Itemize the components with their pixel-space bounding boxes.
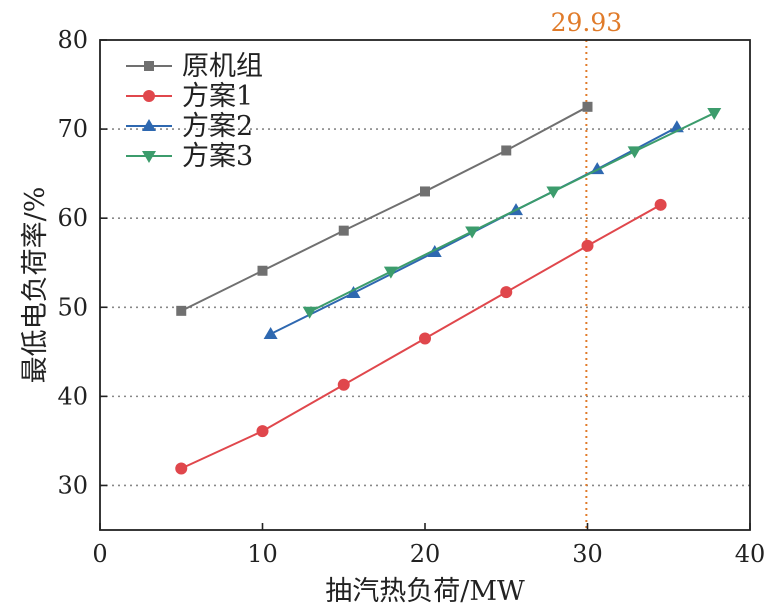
legend-item: 方案1 [126, 81, 253, 112]
data-point [501, 145, 512, 156]
data-point [383, 266, 398, 279]
annotation-layer: 29.93 [551, 8, 623, 530]
data-point [338, 225, 349, 236]
y-axis-label: 最低电负荷率/% [20, 187, 51, 384]
data-point [337, 378, 350, 391]
series-line [180, 105, 588, 312]
data-point [175, 462, 188, 475]
data-point [707, 108, 722, 121]
legend-marker [143, 90, 155, 102]
legend-item: 方案2 [126, 111, 253, 142]
data-point [346, 286, 361, 299]
series-1 [176, 101, 593, 316]
y-tick-label: 30 [57, 471, 88, 499]
data-point [654, 198, 667, 211]
legend-marker [144, 61, 154, 71]
data-point [420, 186, 430, 197]
legend-marker [142, 151, 156, 163]
data-point [582, 101, 593, 112]
reference-line-label: 29.93 [551, 8, 623, 37]
series-line [309, 112, 715, 313]
grid-layer [100, 128, 750, 487]
data-point [263, 327, 278, 339]
x-tick-label: 40 [735, 540, 766, 568]
data-point [257, 265, 268, 276]
tick-layer: 0 10 20 30 40 30 40 50 60 70 80 [57, 26, 765, 568]
data-point [176, 305, 187, 316]
legend-label: 方案2 [182, 111, 253, 142]
data-point [546, 186, 561, 199]
data-point [627, 146, 642, 159]
y-tick-label: 70 [57, 115, 88, 143]
x-tick-label: 0 [92, 540, 107, 568]
series-4 [302, 108, 722, 319]
data-point [302, 306, 317, 319]
series-2 [175, 198, 667, 475]
legend-item: 原机组 [126, 51, 263, 82]
y-tick-label: 60 [57, 204, 88, 232]
data-point [419, 332, 431, 345]
legend-item: 方案3 [126, 141, 253, 172]
x-tick-label: 10 [247, 540, 278, 568]
x-tick-label: 30 [572, 540, 603, 568]
data-point [256, 425, 269, 438]
data-point [581, 239, 594, 252]
y-tick-label: 40 [57, 382, 88, 410]
legend-label: 原机组 [182, 51, 263, 82]
y-tick-label: 80 [57, 26, 88, 54]
x-axis-label: 抽汽热负荷/MW [325, 576, 525, 607]
legend-marker [142, 119, 156, 131]
y-tick-label: 50 [57, 293, 88, 321]
legend-label: 方案3 [182, 141, 253, 172]
series-layer [175, 101, 722, 475]
legend-label: 方案1 [182, 81, 253, 112]
data-point [500, 286, 513, 299]
x-tick-label: 20 [410, 540, 441, 568]
data-point [465, 226, 480, 239]
